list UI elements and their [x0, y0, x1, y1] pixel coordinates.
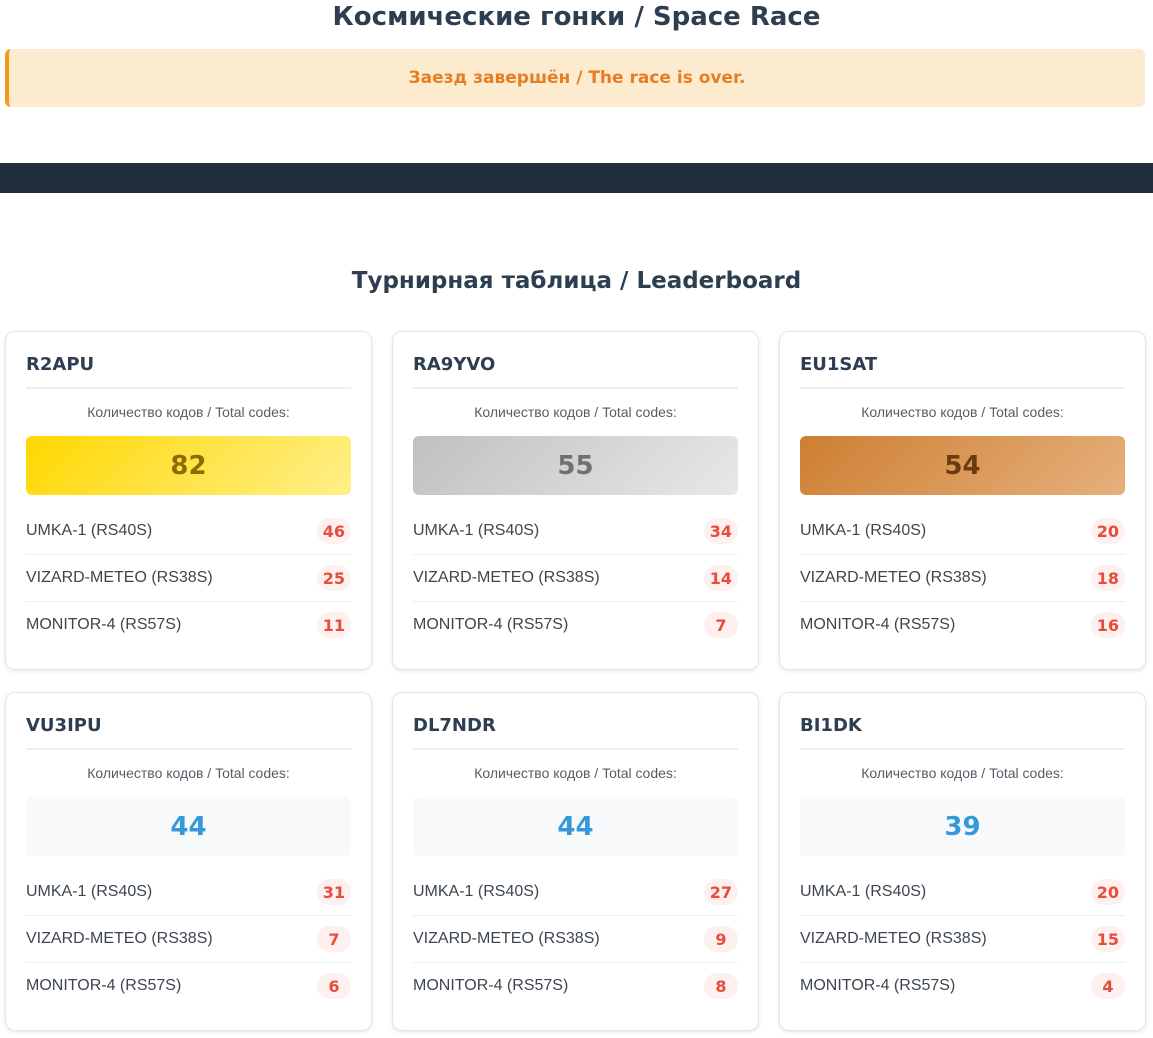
- satellite-count-badge: 25: [316, 565, 351, 591]
- satellite-count-badge: 46: [316, 518, 351, 544]
- header-bar: [0, 163, 1153, 193]
- leaderboard-title: Турнирная таблица / Leaderboard: [351, 268, 802, 294]
- total-codes-label: Количество кодов / Total codes:: [474, 765, 677, 781]
- satellite-row: MONITOR-4 (RS57S) 11: [26, 602, 351, 648]
- satellite-name: VIZARD-METEO (RS38S): [26, 930, 213, 947]
- notice-text: Заезд завершён / The race is over.: [408, 68, 746, 88]
- participant-callsign: BI1DK: [800, 711, 1125, 750]
- satellite-list: UMKA-1 (RS40S) 46 VIZARD-METEO (RS38S) 2…: [26, 508, 351, 648]
- satellite-name: VIZARD-METEO (RS38S): [26, 569, 213, 586]
- satellite-row: UMKA-1 (RS40S) 27: [413, 869, 738, 916]
- satellite-name: VIZARD-METEO (RS38S): [413, 930, 600, 947]
- satellite-row: VIZARD-METEO (RS38S) 7: [26, 916, 351, 963]
- satellite-count-badge: 8: [704, 973, 738, 999]
- total-codes-label: Количество кодов / Total codes:: [861, 404, 1064, 420]
- satellite-row: UMKA-1 (RS40S) 34: [413, 508, 738, 555]
- satellite-name: VIZARD-METEO (RS38S): [413, 569, 600, 586]
- satellite-count-badge: 6: [317, 973, 351, 999]
- satellite-row: UMKA-1 (RS40S) 46: [26, 508, 351, 555]
- satellite-row: MONITOR-4 (RS57S) 7: [413, 602, 738, 648]
- satellite-name: MONITOR-4 (RS57S): [413, 977, 569, 994]
- participant-callsign: VU3IPU: [26, 711, 351, 750]
- satellite-count-badge: 14: [703, 565, 738, 591]
- satellite-name: VIZARD-METEO (RS38S): [800, 930, 987, 947]
- race-over-notice: Заезд завершён / The race is over.: [5, 49, 1145, 107]
- satellite-name: MONITOR-4 (RS57S): [413, 616, 569, 633]
- satellite-count-badge: 7: [317, 926, 351, 952]
- satellite-count-badge: 15: [1090, 926, 1125, 952]
- satellite-count-badge: 31: [316, 879, 351, 905]
- participant-callsign: DL7NDR: [413, 711, 738, 750]
- total-score: 54: [800, 436, 1125, 495]
- satellite-name: UMKA-1 (RS40S): [800, 883, 927, 900]
- satellite-name: UMKA-1 (RS40S): [800, 522, 927, 539]
- satellite-count-badge: 11: [316, 612, 351, 638]
- satellite-row: UMKA-1 (RS40S) 31: [26, 869, 351, 916]
- satellite-row: MONITOR-4 (RS57S) 4: [800, 963, 1125, 1009]
- satellite-name: MONITOR-4 (RS57S): [800, 616, 956, 633]
- participant-card: RA9YVO Количество кодов / Total codes: 5…: [392, 331, 759, 670]
- satellite-count-badge: 9: [704, 926, 738, 952]
- satellite-row: VIZARD-METEO (RS38S) 14: [413, 555, 738, 602]
- satellite-name: MONITOR-4 (RS57S): [26, 977, 182, 994]
- total-score: 82: [26, 436, 351, 495]
- satellite-row: VIZARD-METEO (RS38S) 9: [413, 916, 738, 963]
- satellite-name: VIZARD-METEO (RS38S): [800, 569, 987, 586]
- satellite-name: MONITOR-4 (RS57S): [26, 616, 182, 633]
- total-codes-label: Количество кодов / Total codes:: [87, 765, 290, 781]
- satellite-list: UMKA-1 (RS40S) 27 VIZARD-METEO (RS38S) 9…: [413, 869, 738, 1009]
- satellite-count-badge: 20: [1090, 518, 1125, 544]
- satellite-count-badge: 34: [703, 518, 738, 544]
- total-score: 39: [800, 797, 1125, 856]
- total-score: 44: [26, 797, 351, 856]
- satellite-row: VIZARD-METEO (RS38S) 18: [800, 555, 1125, 602]
- satellite-name: UMKA-1 (RS40S): [26, 522, 153, 539]
- participant-card: R2APU Количество кодов / Total codes: 82…: [5, 331, 372, 670]
- participant-card: BI1DK Количество кодов / Total codes: 39…: [779, 692, 1146, 1031]
- total-codes-label: Количество кодов / Total codes:: [87, 404, 290, 420]
- satellite-count-badge: 16: [1090, 612, 1125, 638]
- participant-card: EU1SAT Количество кодов / Total codes: 5…: [779, 331, 1146, 670]
- participant-callsign: R2APU: [26, 350, 351, 389]
- satellite-row: UMKA-1 (RS40S) 20: [800, 508, 1125, 555]
- leaderboard-grid: R2APU Количество кодов / Total codes: 82…: [5, 331, 1146, 1031]
- satellite-row: VIZARD-METEO (RS38S) 25: [26, 555, 351, 602]
- satellite-count-badge: 7: [704, 612, 738, 638]
- page-title: Космические гонки / Space Race: [332, 2, 821, 32]
- satellite-count-badge: 18: [1090, 565, 1125, 591]
- participant-callsign: EU1SAT: [800, 350, 1125, 389]
- participant-card: VU3IPU Количество кодов / Total codes: 4…: [5, 692, 372, 1031]
- satellite-count-badge: 4: [1091, 973, 1125, 999]
- participant-card: DL7NDR Количество кодов / Total codes: 4…: [392, 692, 759, 1031]
- total-codes-label: Количество кодов / Total codes:: [861, 765, 1064, 781]
- satellite-row: MONITOR-4 (RS57S) 6: [26, 963, 351, 1009]
- satellite-list: UMKA-1 (RS40S) 20 VIZARD-METEO (RS38S) 1…: [800, 869, 1125, 1009]
- total-score: 44: [413, 797, 738, 856]
- satellite-count-badge: 27: [703, 879, 738, 905]
- satellite-row: MONITOR-4 (RS57S) 16: [800, 602, 1125, 648]
- satellite-row: MONITOR-4 (RS57S) 8: [413, 963, 738, 1009]
- satellite-row: UMKA-1 (RS40S) 20: [800, 869, 1125, 916]
- satellite-list: UMKA-1 (RS40S) 34 VIZARD-METEO (RS38S) 1…: [413, 508, 738, 648]
- total-codes-label: Количество кодов / Total codes:: [474, 404, 677, 420]
- satellite-name: UMKA-1 (RS40S): [413, 522, 540, 539]
- satellite-list: UMKA-1 (RS40S) 31 VIZARD-METEO (RS38S) 7…: [26, 869, 351, 1009]
- satellite-row: VIZARD-METEO (RS38S) 15: [800, 916, 1125, 963]
- satellite-count-badge: 20: [1090, 879, 1125, 905]
- satellite-name: UMKA-1 (RS40S): [413, 883, 540, 900]
- satellite-list: UMKA-1 (RS40S) 20 VIZARD-METEO (RS38S) 1…: [800, 508, 1125, 648]
- participant-callsign: RA9YVO: [413, 350, 738, 389]
- satellite-name: UMKA-1 (RS40S): [26, 883, 153, 900]
- total-score: 55: [413, 436, 738, 495]
- satellite-name: MONITOR-4 (RS57S): [800, 977, 956, 994]
